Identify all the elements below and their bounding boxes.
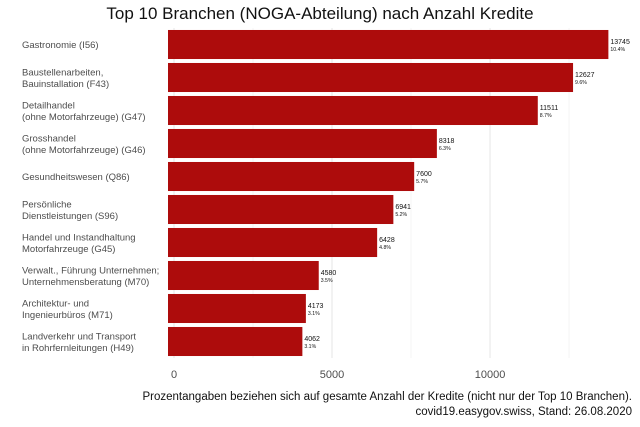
category-label: Motorfahrzeuge (G45) — [22, 244, 115, 255]
percent-label: 10.4% — [610, 47, 625, 53]
category-label: Gastronomie (I56) — [22, 40, 99, 51]
bar — [168, 227, 378, 258]
percent-label: 9.6% — [575, 80, 587, 86]
category-label: in Rohrfernleitungen (H49) — [22, 343, 134, 354]
value-label: 7600 — [416, 171, 432, 178]
x-tick-label: 0 — [171, 369, 177, 381]
bar — [168, 194, 394, 225]
bar — [168, 326, 303, 357]
percent-label: 3.5% — [321, 278, 333, 284]
percent-label: 3.1% — [308, 311, 320, 317]
category-label: Detailhandel — [22, 100, 75, 111]
bar — [168, 62, 574, 93]
value-label: 6941 — [395, 204, 411, 211]
x-axis-ticks: 0 5000 10000 — [171, 369, 505, 381]
bar — [168, 128, 437, 159]
value-label: 4173 — [308, 303, 324, 310]
category-label: Bauinstallation (F43) — [22, 79, 109, 90]
category-label: Handel und Instandhaltung — [22, 232, 136, 243]
bars — [168, 29, 609, 357]
chart-title: Top 10 Branchen (NOGA-Abteilung) nach An… — [106, 4, 534, 23]
category-labels: Gastronomie (I56) Baustellenarbeiten,Baui… — [22, 40, 159, 354]
category-label: Dienstleistungen (S96) — [22, 211, 118, 222]
percent-label: 6.3% — [439, 146, 451, 152]
category-label: Baustellenarbeiten, — [22, 67, 103, 78]
value-label: 13745 — [610, 39, 630, 46]
category-label: Landverkehr und Transport — [22, 331, 136, 342]
value-label: 4062 — [304, 336, 320, 343]
category-label: Unternehmensberatung (M70) — [22, 277, 149, 288]
bar — [168, 29, 609, 60]
x-tick-label: 5000 — [320, 369, 344, 381]
category-label: Persönliche — [22, 199, 72, 210]
value-label: 6428 — [379, 237, 395, 244]
value-label: 4580 — [321, 270, 337, 277]
category-label: (ohne Motorfahrzeuge) (G46) — [22, 145, 146, 156]
percent-label: 3.1% — [304, 344, 316, 350]
x-tick-label: 10000 — [475, 369, 506, 381]
category-label: Ingenieurbüros (M71) — [22, 310, 113, 321]
percent-label: 5.2% — [395, 212, 407, 218]
value-label: 11511 — [540, 105, 559, 112]
category-label: Architektur- und — [22, 298, 89, 309]
caption-source: covid19.easygov.swiss, Stand: 26.08.2020 — [415, 406, 632, 418]
percent-label: 4.8% — [379, 245, 391, 251]
category-label: Verwalt., Führung Unternehmen; — [22, 265, 159, 276]
category-label: (ohne Motorfahrzeuge) (G47) — [22, 112, 146, 123]
category-label: Grosshandel — [22, 133, 76, 144]
value-label: 8318 — [439, 138, 455, 145]
percent-label: 8.7% — [540, 113, 552, 119]
percent-label: 5.7% — [416, 179, 428, 185]
caption-note: Prozentangaben beziehen sich auf gesamte… — [142, 391, 633, 403]
bar — [168, 95, 538, 126]
bar — [168, 161, 415, 192]
category-label: Gesundheitswesen (Q86) — [22, 172, 130, 183]
value-label: 12627 — [575, 72, 595, 79]
bar — [168, 293, 306, 324]
bar — [168, 260, 319, 291]
